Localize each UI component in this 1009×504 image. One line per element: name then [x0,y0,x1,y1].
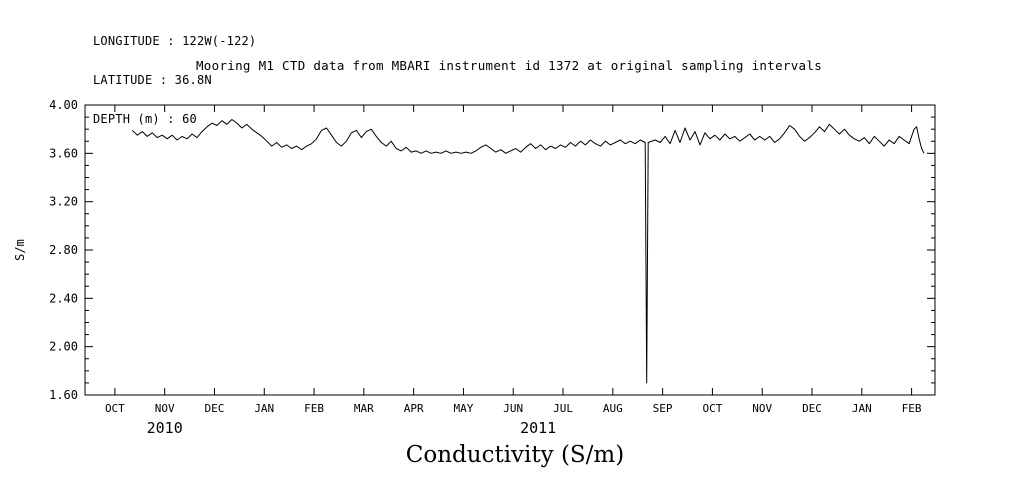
y-tick-label: 2.80 [49,243,78,257]
chart-title: Mooring M1 CTD data from MBARI instrumen… [195,58,823,73]
x-tick-label: FEB [902,402,922,415]
year-label: 2011 [520,419,556,437]
depth-label: DEPTH (m) : 60 [93,112,197,126]
x-axis-caption: Conductivity (S/m) [405,442,625,468]
y-axis-label: S/m [13,239,27,261]
x-tick-label: NOV [752,402,772,415]
x-tick-label: JUL [553,402,573,415]
year-label: 2010 [147,419,183,437]
x-tick-label: MAY [454,402,474,415]
y-tick-label: 2.00 [49,340,78,354]
x-tick-label: OCT [105,402,125,415]
latitude-label: LATITUDE : 36.8N [93,73,212,87]
y-tick-label: 2.40 [49,291,78,305]
x-tick-label: JUN [503,402,523,415]
series-conductivity [131,119,925,384]
x-tick-label: JAN [254,402,274,415]
y-tick-label: 1.60 [49,388,78,402]
x-tick-label: FEB [304,402,324,415]
x-tick-label: DEC [205,402,225,415]
y-tick-label: 4.00 [49,98,78,112]
y-tick-label: 3.20 [49,195,78,209]
y-tick-label: 3.60 [49,146,78,160]
station-metadata: LONGITUDE : 122W(-122) LATITUDE : 36.8N … [93,9,256,152]
x-tick-label: OCT [702,402,722,415]
x-tick-label: APR [404,402,424,415]
x-tick-label: MAR [354,402,374,415]
longitude-label: LONGITUDE : 122W(-122) [93,34,257,48]
x-tick-label: SEP [653,402,673,415]
x-tick-label: JAN [852,402,872,415]
x-tick-label: AUG [603,402,623,415]
x-tick-label: DEC [802,402,822,415]
x-tick-label: NOV [155,402,175,415]
